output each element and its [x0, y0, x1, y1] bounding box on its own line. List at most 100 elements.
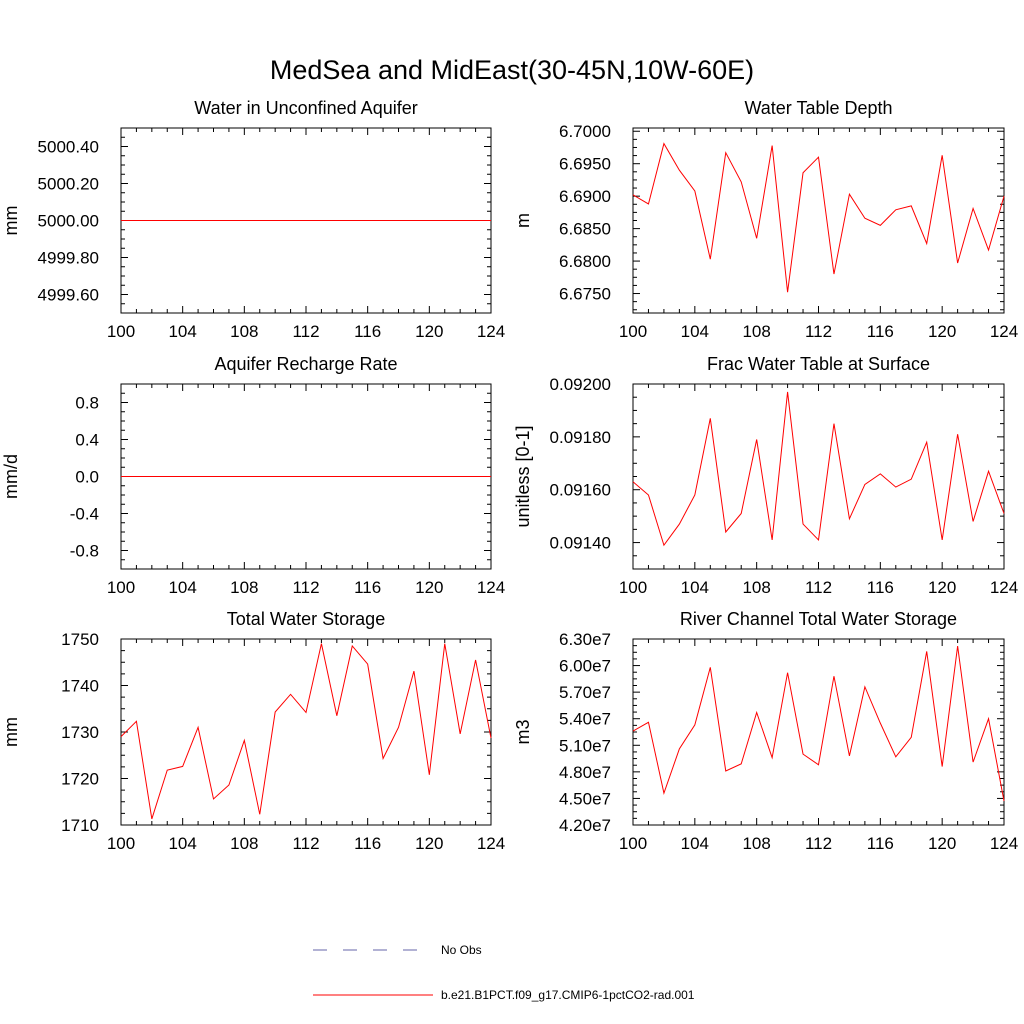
x-tick-label: 104: [681, 322, 709, 341]
panel-title: Water in Unconfined Aquifer: [194, 98, 417, 118]
x-tick-label: 124: [990, 834, 1018, 853]
y-tick-label: 0.0: [75, 468, 99, 487]
y-tick-label: 1710: [61, 816, 99, 835]
y-tick-label: 1730: [61, 723, 99, 742]
y-tick-label: 6.6800: [559, 252, 611, 271]
y-axis-label: unitless [0-1]: [513, 425, 533, 527]
legend: No Obs b.e21.B1PCT.f09_g17.CMIP6-1pctCO2…: [313, 943, 695, 1002]
plot-frame: [632, 383, 1005, 570]
x-tick-label: 120: [415, 322, 443, 341]
x-tick-label: 100: [619, 834, 647, 853]
plot-frame: [120, 638, 492, 826]
panel-water-table-depth: Water Table Depth m 100 104 108 112 116 120 124 6…: [513, 98, 1018, 341]
x-tick-label: 104: [168, 322, 196, 341]
x-tick-label: 112: [805, 578, 832, 597]
x-tick-label: 116: [354, 834, 381, 853]
x-tick-label: 120: [928, 834, 956, 853]
y-tick-label: 6.6950: [559, 155, 611, 174]
x-tick-label: 100: [619, 578, 647, 597]
x-tick-label: 120: [928, 578, 956, 597]
y-tick-label: 0.09180: [550, 428, 611, 447]
y-tick-label: 4999.80: [38, 249, 99, 268]
plot-frame: [632, 127, 1005, 314]
legend-item-model-run: b.e21.B1PCT.f09_g17.CMIP6-1pctCO2-rad.00…: [313, 988, 695, 1002]
x-tick-label: 116: [354, 578, 381, 597]
y-tick-label: 5000.20: [38, 175, 99, 194]
x-tick-label: 108: [230, 578, 258, 597]
y-tick-label: 1740: [61, 677, 99, 696]
y-axis-label: mm: [1, 206, 21, 236]
y-tick-label: 5.70e7: [559, 683, 611, 702]
y-tick-label: 5.40e7: [559, 710, 611, 729]
panel-title: Total Water Storage: [227, 609, 385, 629]
y-tick-label: 6.7000: [559, 122, 611, 141]
y-tick-label: 0.8: [75, 394, 99, 413]
panel-water-in-unconfined-aquifer: Water in Unconfined Aquifer mm 100 104 108 11…: [1, 98, 505, 341]
panel-aquifer-recharge-rate: Aquifer Recharge Rate mm/d 100 104 108 112 116…: [1, 354, 505, 597]
x-tick-label: 108: [742, 322, 770, 341]
x-tick-label: 100: [619, 322, 647, 341]
y-tick-label: 1750: [61, 630, 99, 649]
panel-total-water-storage: Total Water Storage mm 100 104 108 112 116 120 1…: [1, 609, 505, 853]
x-tick-label: 116: [867, 578, 894, 597]
y-tick-label: 4.20e7: [559, 816, 611, 835]
y-tick-label: 4999.60: [38, 286, 99, 305]
y-tick-label: 0.4: [75, 431, 99, 450]
series-line-total-water-storage: [120, 643, 492, 820]
y-axis-label: m: [513, 213, 533, 228]
x-tick-label: 124: [477, 578, 505, 597]
x-tick-label: 112: [805, 322, 832, 341]
legend-label: b.e21.B1PCT.f09_g17.CMIP6-1pctCO2-rad.00…: [441, 988, 695, 1002]
y-tick-label: -0.4: [70, 505, 99, 524]
series-line-frac-water-table-at-surface: [632, 391, 1005, 547]
y-axis-label: mm: [1, 717, 21, 747]
x-tick-label: 116: [867, 322, 894, 341]
x-tick-label: 124: [990, 322, 1018, 341]
x-tick-label: 116: [354, 322, 381, 341]
y-tick-label: 6.30e7: [559, 630, 611, 649]
series-line-water-table-depth: [632, 142, 1005, 293]
y-tick-label: 0.09200: [550, 375, 611, 394]
x-tick-label: 120: [415, 834, 443, 853]
panel-title: River Channel Total Water Storage: [680, 609, 957, 629]
y-tick-label: 4.80e7: [559, 763, 611, 782]
x-tick-label: 116: [867, 834, 894, 853]
x-tick-label: 112: [292, 834, 319, 853]
x-tick-label: 124: [477, 834, 505, 853]
series-line-river-channel-total-water-storage: [632, 646, 1005, 802]
x-tick-label: 108: [230, 834, 258, 853]
x-tick-label: 100: [107, 578, 135, 597]
x-tick-label: 100: [107, 834, 135, 853]
y-tick-label: -0.8: [70, 542, 99, 561]
x-tick-label: 108: [230, 322, 258, 341]
panel-river-channel-total-water-storage: River Channel Total Water Storage m3 100 10…: [513, 609, 1018, 853]
x-tick-label: 124: [477, 322, 505, 341]
panel-title: Frac Water Table at Surface: [707, 354, 930, 374]
x-tick-label: 104: [168, 834, 196, 853]
y-axis-label: m3: [513, 719, 533, 744]
y-tick-label: 1720: [61, 770, 99, 789]
x-tick-label: 104: [681, 834, 709, 853]
x-tick-label: 120: [415, 578, 443, 597]
x-tick-label: 104: [681, 578, 709, 597]
legend-label: No Obs: [441, 943, 482, 957]
y-tick-label: 4.50e7: [559, 789, 611, 808]
x-tick-label: 112: [292, 578, 319, 597]
y-tick-label: 6.6850: [559, 220, 611, 239]
x-tick-label: 112: [805, 834, 832, 853]
x-tick-label: 108: [742, 834, 770, 853]
plot-frame: [632, 638, 1005, 826]
x-tick-label: 104: [168, 578, 196, 597]
y-tick-label: 6.6900: [559, 187, 611, 206]
y-tick-label: 5000.00: [38, 212, 99, 231]
x-tick-label: 120: [928, 322, 956, 341]
y-tick-label: 0.09140: [550, 534, 611, 553]
panel-frac-water-table-at-surface: Frac Water Table at Surface unitless [0-1…: [513, 354, 1018, 597]
y-tick-label: 6.6750: [559, 285, 611, 304]
x-tick-label: 108: [742, 578, 770, 597]
legend-item-no-obs: No Obs: [313, 943, 482, 957]
y-tick-label: 5000.40: [38, 138, 99, 157]
figure-title: MedSea and MidEast(30-45N,10W-60E): [270, 55, 754, 85]
x-tick-label: 100: [107, 322, 135, 341]
